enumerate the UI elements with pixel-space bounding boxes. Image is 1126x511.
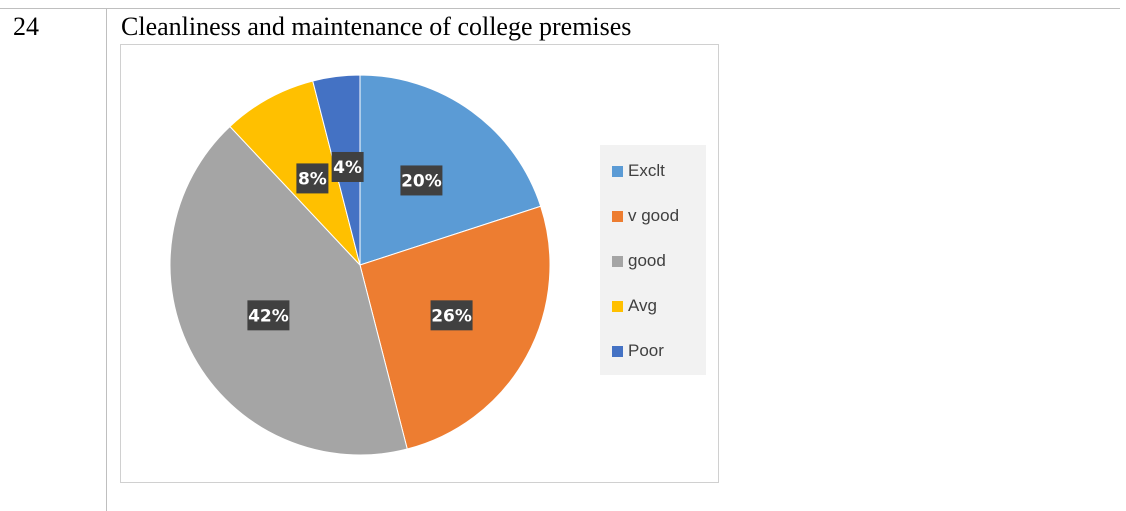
legend-label: Exclt [628, 161, 665, 180]
legend-label: v good [628, 206, 680, 225]
table-border-top [0, 8, 1120, 9]
table-border-column [106, 8, 107, 511]
data-label-exclt: 20% [400, 165, 443, 196]
legend-item-poor: Poor [612, 339, 664, 363]
legend-label: Avg [628, 296, 657, 315]
svg-text:26%: 26% [431, 306, 472, 326]
legend-label: good [628, 251, 666, 270]
svg-text:42%: 42% [248, 306, 289, 326]
legend-item-v-good: v good [612, 204, 679, 228]
legend-swatch [612, 210, 623, 222]
svg-text:8%: 8% [298, 169, 327, 189]
data-label-poor: 4% [331, 151, 364, 182]
data-label-v-good: 26% [430, 300, 473, 331]
legend-swatch [612, 255, 623, 267]
row-number: 24 [13, 12, 39, 41]
legend-label: Poor [628, 341, 664, 360]
legend-swatch [612, 345, 623, 357]
row-title: Cleanliness and maintenance of college p… [121, 12, 632, 41]
pie-slice-avg[interactable] [229, 80, 361, 266]
legend-item-avg: Avg [612, 294, 657, 318]
data-label-good: 42% [247, 300, 290, 331]
pie-slice-exclt[interactable] [359, 74, 542, 266]
data-label-avg: 8% [296, 163, 329, 194]
legend-item-good: good [612, 249, 666, 273]
legend-swatch [612, 300, 623, 312]
svg-text:4%: 4% [333, 158, 362, 178]
chart-area[interactable]: 20% 26% 42% 8% 4% Exclt v good good Avg Poor [120, 44, 719, 483]
svg-text:20%: 20% [401, 171, 442, 191]
pie-chart[interactable]: 20% 26% 42% 8% 4% [121, 45, 720, 484]
legend-item-exclt: Exclt [612, 159, 665, 183]
pie-slice-good[interactable] [169, 125, 408, 456]
chart-legend: Exclt v good good Avg Poor [600, 145, 706, 375]
legend-swatch [612, 165, 623, 177]
